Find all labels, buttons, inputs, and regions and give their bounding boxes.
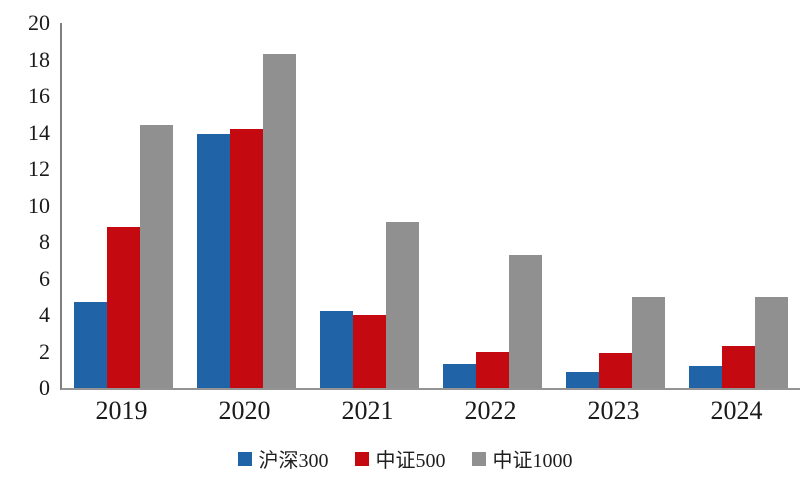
legend-item-中证1000: 中证1000 xyxy=(471,444,573,473)
bar-中证1000-2020 xyxy=(263,54,296,388)
bar-groups xyxy=(62,23,800,388)
y-tick-label: 14 xyxy=(28,119,50,145)
bar-沪深300-2024 xyxy=(689,366,722,388)
y-tick-label: 12 xyxy=(28,156,50,181)
bar-group-2019 xyxy=(62,23,185,388)
plot-area xyxy=(60,23,800,390)
bar-沪深300-2021 xyxy=(320,311,353,388)
legend-swatch-icon xyxy=(354,451,369,466)
bar-group-2024 xyxy=(677,23,800,388)
legend: 沪深300 中证500 中证1000 xyxy=(0,444,810,473)
y-tick-label: 4 xyxy=(39,302,50,327)
bar-沪深300-2022 xyxy=(443,364,476,388)
legend-label: 沪深300 xyxy=(258,450,329,472)
y-tick-label: 2 xyxy=(39,338,50,364)
bar-中证500-2019 xyxy=(107,227,140,388)
legend-label: 中证500 xyxy=(375,450,446,472)
x-axis: 2019 2020 2021 2022 2023 2024 xyxy=(60,396,798,426)
x-tick-label: 2020 xyxy=(218,396,271,425)
y-axis: 0 2 4 6 8 10 12 14 16 18 20 xyxy=(0,10,50,400)
x-tick-label: 2019 xyxy=(95,396,148,425)
legend-item-沪深300: 沪深300 xyxy=(237,444,329,473)
y-tick-label: 16 xyxy=(28,83,50,108)
bar-中证500-2023 xyxy=(599,353,632,388)
bar-沪深300-2023 xyxy=(566,371,599,388)
x-tick-label: 2024 xyxy=(710,396,763,425)
legend-label: 中证1000 xyxy=(492,450,573,472)
x-tick-label: 2023 xyxy=(587,396,640,425)
y-tick-label: 0 xyxy=(39,375,50,400)
bar-中证1000-2023 xyxy=(632,296,665,388)
bar-中证1000-2022 xyxy=(509,254,542,388)
bar-group-2021 xyxy=(308,23,431,388)
x-tick-label: 2021 xyxy=(341,396,394,425)
bar-group-2022 xyxy=(431,23,554,388)
y-tick-label: 10 xyxy=(28,192,50,218)
bar-中证1000-2024 xyxy=(755,296,788,388)
bar-group-2023 xyxy=(554,23,677,388)
bar-中证500-2024 xyxy=(722,346,755,388)
bar-中证500-2022 xyxy=(476,351,509,388)
legend-item-中证500: 中证500 xyxy=(354,444,446,473)
legend-swatch-icon xyxy=(471,451,486,466)
bar-沪深300-2019 xyxy=(74,302,107,388)
y-tick-label: 6 xyxy=(39,265,50,291)
bar-中证500-2020 xyxy=(230,128,263,388)
y-tick-label: 8 xyxy=(39,229,50,254)
x-tick-label: 2022 xyxy=(464,396,517,425)
bar-中证500-2021 xyxy=(353,315,386,388)
legend-swatch-icon xyxy=(237,451,252,466)
y-tick-label: 20 xyxy=(28,10,50,35)
bar-中证1000-2019 xyxy=(140,125,173,388)
bar-沪深300-2020 xyxy=(197,134,230,388)
y-tick-label: 18 xyxy=(28,46,50,72)
bar-group-2020 xyxy=(185,23,308,388)
bar-中证1000-2021 xyxy=(386,221,419,388)
